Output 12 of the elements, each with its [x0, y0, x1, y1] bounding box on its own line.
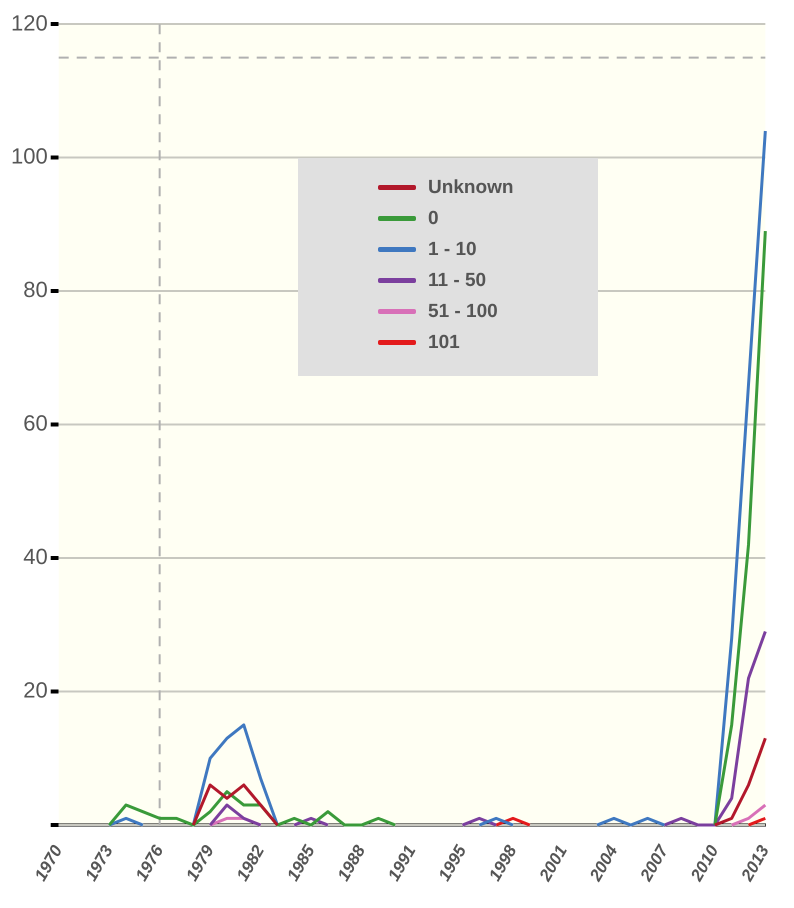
legend-label: 51 - 100: [428, 300, 498, 322]
y-tick-label: 20: [23, 678, 48, 703]
legend-label: 11 - 50: [428, 270, 486, 292]
legend-label: 101: [428, 332, 460, 354]
y-tick-label: 120: [10, 10, 48, 36]
legend-label: 0: [428, 208, 439, 230]
y-tick-label: 40: [23, 544, 48, 570]
legend-label: 1 - 10: [428, 238, 477, 260]
y-tick-label: 100: [10, 144, 48, 169]
y-tick-label: 60: [23, 410, 48, 436]
y-tick-label: 80: [23, 277, 48, 302]
legend-label: Unknown: [428, 176, 514, 198]
